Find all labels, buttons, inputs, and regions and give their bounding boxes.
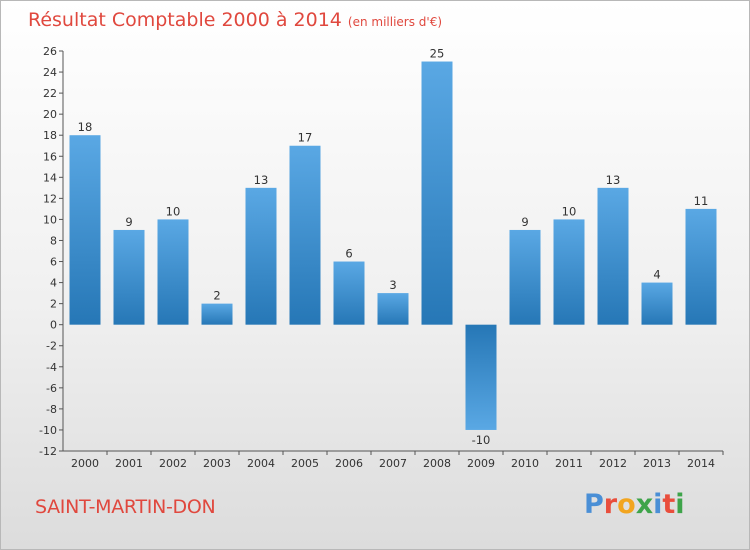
logo-letter: t xyxy=(662,489,676,520)
y-tick-label: 20 xyxy=(43,108,57,121)
bar xyxy=(113,229,145,325)
chart-unit: (en milliers d'€) xyxy=(347,15,443,29)
bar xyxy=(245,187,277,325)
bar xyxy=(421,61,453,325)
y-tick-label: -8 xyxy=(46,403,57,416)
bar xyxy=(333,261,365,325)
x-tick-label: 2014 xyxy=(687,457,715,470)
y-tick-label: -4 xyxy=(46,361,57,374)
bar xyxy=(157,219,189,325)
bar-value-label: 6 xyxy=(345,247,352,261)
bar xyxy=(69,135,101,325)
label-layer: 18 9 10 2 13 17 6 3 25 -10 9 10 13 4 11 xyxy=(78,47,709,447)
bar-value-label: 2 xyxy=(213,289,220,303)
y-tick-label: 8 xyxy=(50,234,57,247)
x-tick-label: 2005 xyxy=(291,457,319,470)
logo-letter: r xyxy=(603,489,618,520)
bar-value-label: 18 xyxy=(78,120,93,134)
y-tick-label: 26 xyxy=(43,45,57,58)
bar-layer xyxy=(69,61,717,430)
y-tick-label: 16 xyxy=(43,150,57,163)
bar-value-label: 3 xyxy=(389,278,396,292)
logo-letter: P xyxy=(584,489,604,520)
x-tick-label: 2002 xyxy=(159,457,187,470)
y-tick-label: 2 xyxy=(50,298,57,311)
bar xyxy=(553,219,585,325)
y-tick-label: -2 xyxy=(46,340,57,353)
bar-value-label: -10 xyxy=(472,433,491,447)
x-tick-label: 2004 xyxy=(247,457,275,470)
bar xyxy=(465,324,497,430)
bar-value-label: 9 xyxy=(521,215,528,229)
bar xyxy=(597,187,629,325)
bar-value-label: 11 xyxy=(694,194,709,208)
bar-value-label: 4 xyxy=(653,268,660,282)
y-tick-label: 22 xyxy=(43,87,57,100)
y-tick-label: 18 xyxy=(43,129,57,142)
x-tick-label: 2009 xyxy=(467,457,495,470)
y-tick-label: -6 xyxy=(46,382,57,395)
bar xyxy=(289,145,321,325)
y-tick-label: 0 xyxy=(50,319,57,332)
bar-value-label: 13 xyxy=(606,173,621,187)
chart-title-text: Résultat Comptable 2000 à 2014 xyxy=(28,9,342,31)
y-tick-label: 4 xyxy=(50,277,57,290)
bar-value-label: 25 xyxy=(430,47,445,61)
logo-letter: x xyxy=(635,489,654,520)
y-tick-label: 12 xyxy=(43,192,57,205)
x-tick-label: 2003 xyxy=(203,457,231,470)
bar xyxy=(641,282,673,325)
bar-value-label: 9 xyxy=(125,215,132,229)
x-tick-label: 2010 xyxy=(511,457,539,470)
x-tick-label: 2012 xyxy=(599,457,627,470)
bar-value-label: 10 xyxy=(562,204,577,218)
bar xyxy=(201,303,233,325)
y-tick-label: 10 xyxy=(43,213,57,226)
y-tick-label: 6 xyxy=(50,256,57,269)
x-tick-label: 2006 xyxy=(335,457,363,470)
x-tick-label: 2013 xyxy=(643,457,671,470)
bar xyxy=(509,229,541,325)
x-tick-label: 2000 xyxy=(71,457,99,470)
logo-letter: i xyxy=(653,489,663,520)
bar-value-label: 10 xyxy=(166,204,181,218)
x-tick-label: 2007 xyxy=(379,457,407,470)
bar-value-label: 13 xyxy=(254,173,269,187)
commune-name: SAINT-MARTIN-DON xyxy=(35,496,216,518)
proxiti-logo[interactable]: Proxiti xyxy=(584,489,685,520)
bar-value-label: 17 xyxy=(298,131,313,145)
bar xyxy=(377,293,409,325)
y-tick-label: -10 xyxy=(39,424,57,437)
x-tick-label: 2001 xyxy=(115,457,143,470)
chart-title: Résultat Comptable 2000 à 2014 (en millie… xyxy=(28,9,442,31)
x-tick-label: 2008 xyxy=(423,457,451,470)
x-tick-label: 2011 xyxy=(555,457,583,470)
y-tick-label: 24 xyxy=(43,66,57,79)
logo-letter: i xyxy=(675,489,685,520)
bar xyxy=(685,208,717,325)
y-tick-label: -12 xyxy=(39,445,57,458)
logo-letter: o xyxy=(617,489,636,520)
y-tick-label: 14 xyxy=(43,171,57,184)
axis-layer: 26242220181614121086420-2-4-6-8-10-12200… xyxy=(39,45,724,470)
